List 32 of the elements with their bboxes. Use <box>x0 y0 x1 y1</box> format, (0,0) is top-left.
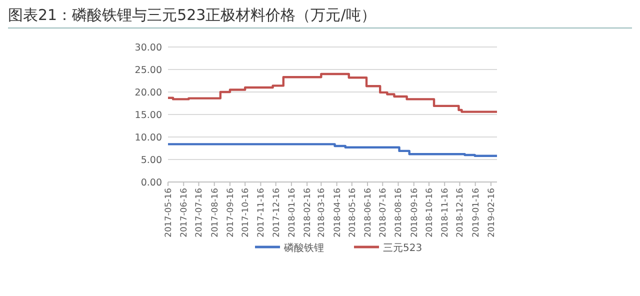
x-tick-label: 2018-05-16 <box>348 188 358 238</box>
x-tick-label: 2017-12-16 <box>272 188 282 238</box>
y-tick-label: 25.00 <box>134 65 162 76</box>
legend-label: 磷酸铁锂 <box>283 242 324 254</box>
x-tick-label: 2018-07-16 <box>378 188 389 238</box>
x-tick-label: 2018-01-16 <box>287 188 298 238</box>
y-tick-label: 5.00 <box>140 155 162 166</box>
x-tick-label: 2018-09-16 <box>410 188 420 238</box>
x-tick-label: 2018-12-16 <box>456 188 466 238</box>
x-tick-label: 2017-06-16 <box>180 188 190 238</box>
x-tick-label: 2018-02-16 <box>303 188 314 238</box>
x-tick-label: 2017-07-16 <box>194 188 205 238</box>
x-tick-label: 2017-08-16 <box>210 188 220 238</box>
x-tick-label: 2018-03-16 <box>317 188 328 238</box>
x-tick-label: 2019-01-16 <box>471 188 482 238</box>
y-tick-label: 20.00 <box>134 88 162 98</box>
chart-title: 图表21：磷酸铁锂与三元523正极材料价格（万元/吨） <box>8 6 376 24</box>
y-tick-label: 15.00 <box>134 110 162 121</box>
x-tick-label: 2017-05-16 <box>164 188 174 238</box>
x-tick-label: 2019-02-16 <box>486 188 497 238</box>
y-tick-label: 30.00 <box>134 42 162 54</box>
legend-label: 三元523 <box>383 243 422 254</box>
x-tick-label: 2017-11-16 <box>256 188 267 238</box>
x-tick-label: 2018-06-16 <box>364 188 374 238</box>
x-tick-label: 2017-09-16 <box>226 188 236 238</box>
y-tick-label: 0.00 <box>140 178 162 188</box>
x-tick-label: 2018-04-16 <box>332 188 343 238</box>
x-tick-label: 2017-10-16 <box>241 188 252 238</box>
x-tick-label: 2018-08-16 <box>394 188 404 238</box>
x-tick-label: 2018-10-16 <box>424 188 435 238</box>
y-tick-label: 10.00 <box>134 132 162 144</box>
x-tick-label: 2018-11-16 <box>440 188 451 238</box>
